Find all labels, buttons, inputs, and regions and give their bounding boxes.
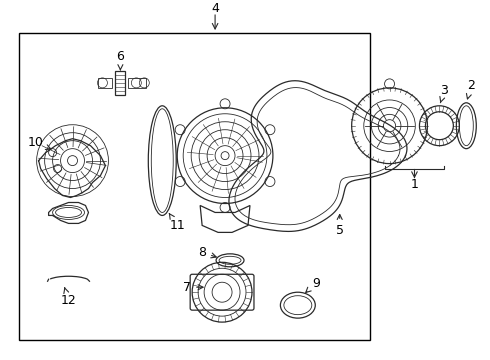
Text: 9: 9 (306, 277, 319, 292)
Bar (98, 78, 112, 88)
Text: 7: 7 (183, 281, 203, 294)
Text: 1: 1 (411, 178, 418, 191)
FancyBboxPatch shape (190, 274, 254, 310)
Text: 4: 4 (211, 1, 219, 15)
Bar (19, 33, 369, 340)
Text: 3: 3 (440, 84, 448, 103)
Bar (116, 71, 125, 95)
Text: 12: 12 (61, 288, 76, 307)
Text: 8: 8 (198, 246, 216, 259)
Text: 10: 10 (28, 136, 51, 149)
Text: 5: 5 (336, 215, 343, 237)
Text: 11: 11 (170, 213, 185, 232)
Bar (128, 78, 147, 88)
Text: 6: 6 (117, 50, 124, 70)
Text: 2: 2 (466, 79, 475, 99)
